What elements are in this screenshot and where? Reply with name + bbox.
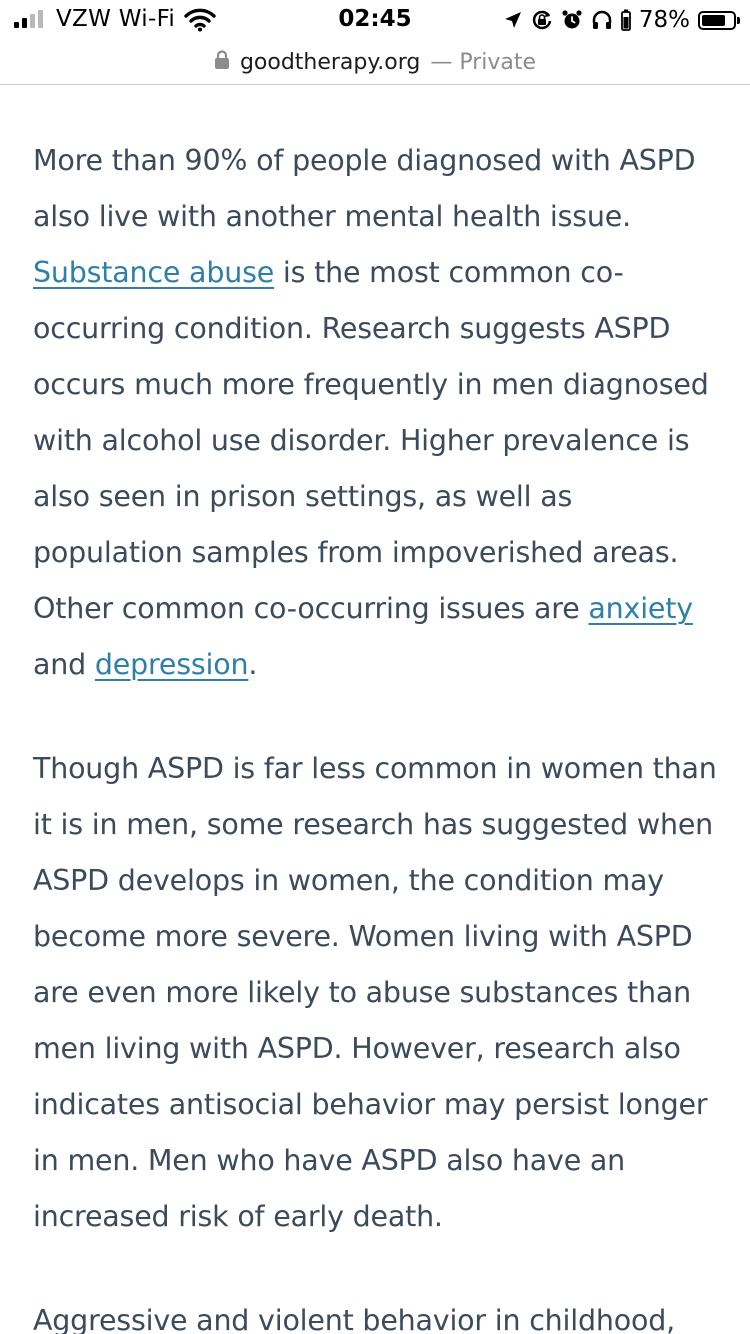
location-arrow-icon xyxy=(503,10,523,30)
battery-percent: 78% xyxy=(638,7,690,33)
lock-icon xyxy=(214,50,230,74)
wifi-icon xyxy=(184,8,216,36)
carrier-label: VZW Wi-Fi xyxy=(56,6,176,32)
signal-icon xyxy=(14,10,43,28)
alarm-icon xyxy=(561,9,583,31)
clock: 02:45 xyxy=(338,6,412,32)
url-domain[interactable]: goodtherapy.org xyxy=(239,49,421,75)
url-bar[interactable]: goodtherapy.org — Private xyxy=(0,40,750,84)
paragraph-text: . xyxy=(248,648,258,681)
toolbar-divider xyxy=(0,84,750,85)
headphones-icon xyxy=(591,9,613,31)
paragraph-comorbidity: More than 90% of people diagnosed with A… xyxy=(33,133,723,693)
rotation-lock-icon xyxy=(531,9,553,31)
paragraph-text: More than 90% of people diagnosed with A… xyxy=(33,144,696,233)
substance-abuse-link[interactable]: Substance abuse xyxy=(33,256,275,289)
depression-link[interactable]: depression xyxy=(94,648,249,681)
paragraph-childhood: Aggressive and violent behavior in child… xyxy=(33,1304,675,1334)
anxiety-link[interactable]: anxiety xyxy=(588,592,693,625)
small-battery-icon xyxy=(620,9,631,31)
article-body: More than 90% of people diagnosed with A… xyxy=(33,133,723,1334)
battery-icon xyxy=(698,10,740,30)
paragraph-text: is the most common co-occurring conditio… xyxy=(33,256,709,625)
paragraph-text: and xyxy=(33,648,95,681)
private-label: — Private xyxy=(430,49,537,75)
paragraph-gender: Though ASPD is far less common in women … xyxy=(33,752,717,1233)
status-bar: VZW Wi-Fi 02:45 xyxy=(0,0,750,40)
status-icons: 78% xyxy=(503,6,740,34)
